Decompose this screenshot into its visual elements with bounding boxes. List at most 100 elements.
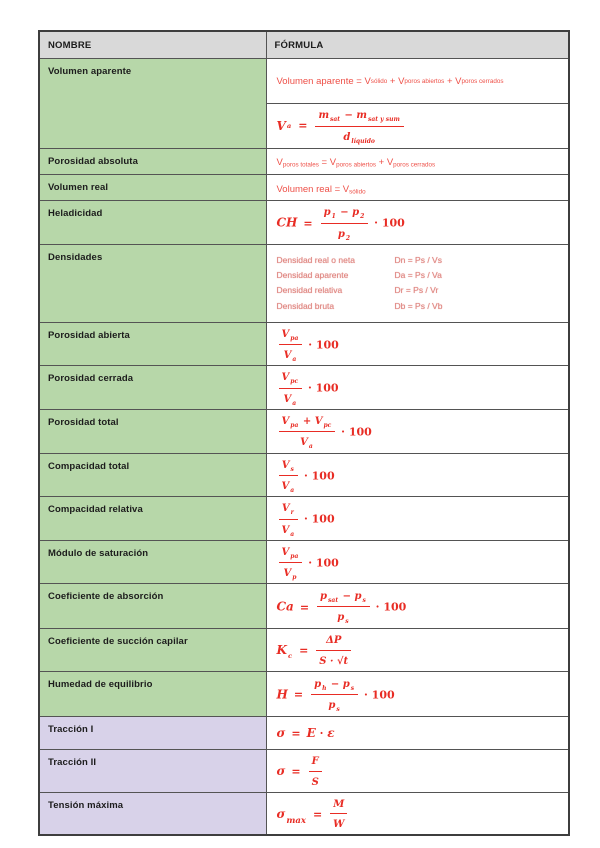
formula-token: s xyxy=(290,465,294,473)
density-line: Densidad bruta Db = Ps / Vb xyxy=(277,299,561,314)
density-label: Densidad relativa xyxy=(276,285,343,296)
fraction-numerator: ph − ps xyxy=(311,675,358,694)
formula-token: p xyxy=(337,228,345,240)
formula-token: H xyxy=(276,687,288,702)
table-row: Porosidad cerrada Vpc Va · 100 xyxy=(38,365,570,411)
formula-token: V xyxy=(281,328,290,340)
fraction: Vpa + Vpc Va xyxy=(278,412,336,451)
formula-token: · xyxy=(315,727,328,741)
table-row: Porosidad abierta Vpa Va · 100 xyxy=(38,321,570,367)
formula-token: M xyxy=(333,798,345,810)
formula-cell: Vporos totales = Vporos abiertos + Vporo… xyxy=(265,147,570,175)
formula-token: sat xyxy=(328,597,339,605)
fraction-denominator: S · √t xyxy=(316,650,352,669)
fraction-numerator: msat − msat y sum xyxy=(315,106,403,125)
density-equation: Dr = Ps / Vr xyxy=(394,285,439,296)
formula-token: V xyxy=(398,75,405,87)
fraction: msat − msat y sum dlíquido xyxy=(315,106,404,145)
formula-cell: σ = E · ε xyxy=(265,716,570,751)
table-row: Porosidad absoluta Vporos totales = Vporo… xyxy=(38,147,570,175)
formula-token: p xyxy=(323,207,331,219)
formula-token: poros cerrados xyxy=(461,77,504,85)
formula-token: Volumen real = xyxy=(276,183,343,195)
fraction: ph − ps ps xyxy=(311,675,359,714)
formula-token: s xyxy=(336,706,340,714)
density-equation: Dn = Ps / Vs xyxy=(394,254,442,265)
formula-token: sólido xyxy=(349,188,366,196)
formula-token: V xyxy=(281,524,290,536)
formula-token: V xyxy=(281,546,290,558)
formula-token: V xyxy=(276,157,283,169)
fraction: Vs Va xyxy=(278,456,299,495)
fraction-denominator: Va xyxy=(278,518,299,538)
formula-token: F xyxy=(311,756,319,768)
formula-token: d xyxy=(343,131,351,143)
formula-token: sat xyxy=(330,116,341,124)
table-row: Compacidad relativa Vr Va · 100 xyxy=(38,496,570,541)
formula-token: = xyxy=(291,765,301,779)
fraction: p1 − p2 p2 xyxy=(320,203,369,242)
header-row: NOMBRE FÓRMULA xyxy=(38,30,570,59)
formula-token: a xyxy=(292,399,297,407)
formula-token: max xyxy=(286,815,306,826)
formula-token: − xyxy=(336,207,353,219)
table-row: Volumen real Volumen real = Vsólido xyxy=(38,173,570,202)
name-cell: Tracción II xyxy=(38,749,267,793)
name-cell: Densidades xyxy=(38,243,267,323)
formula-token: líquido xyxy=(351,137,375,145)
formula-cell: Densidad real o neta Dn = Ps / Vs Densidad… xyxy=(265,243,570,323)
fraction-denominator: Va xyxy=(278,344,303,363)
density-label: Densidad bruta xyxy=(276,300,335,311)
name-cell: Tracción I xyxy=(38,716,267,751)
formula-token: m xyxy=(356,110,368,122)
formula-token: V xyxy=(300,437,308,449)
formula-token: 1 xyxy=(331,213,336,221)
fraction-denominator: ps xyxy=(311,694,359,714)
formula-token: a xyxy=(286,121,292,130)
formula-token: V xyxy=(281,416,290,428)
formula-token: poros abiertos xyxy=(336,161,376,169)
formula-token: p xyxy=(352,207,360,219)
fraction: Vpc Va xyxy=(278,368,303,407)
fraction: Vr Va xyxy=(278,499,299,538)
formula-token: V xyxy=(455,75,462,87)
formula-token: pc xyxy=(323,422,332,430)
formula-token: 2 xyxy=(345,234,351,242)
fraction-numerator: psat − ps xyxy=(317,587,370,606)
formula-token: sat y sum xyxy=(368,116,400,124)
formula-token: pa xyxy=(290,334,299,342)
name-cell: Módulo de saturación xyxy=(38,539,267,585)
table-row: Coeficiente de absorción Ca = psat − ps ps ·… xyxy=(38,583,570,630)
name-cell: Volumen aparente xyxy=(38,57,267,149)
formula-token: · 100 xyxy=(360,688,395,702)
name-cell: Porosidad total xyxy=(38,409,267,454)
table-row: Tensión máxima σmax = M W xyxy=(38,791,570,836)
name-cell: Heladicidad xyxy=(38,200,267,245)
formula-token: h xyxy=(322,684,327,692)
formula-cell: Kc = ΔP S · √t xyxy=(265,628,570,673)
formula-token: = xyxy=(303,216,313,230)
fraction-numerator: M xyxy=(330,795,347,814)
name-cell: Porosidad absoluta xyxy=(38,147,267,175)
formula-token: + xyxy=(387,75,399,87)
formula-token: m xyxy=(318,110,330,122)
formula-token: · 100 xyxy=(371,600,407,614)
formula-token: · 100 xyxy=(304,556,339,570)
formula-token: p xyxy=(328,700,336,712)
fraction-denominator: Va xyxy=(278,387,303,407)
formula-cell: σ = F S xyxy=(265,749,570,793)
formula-token: V xyxy=(281,372,290,384)
formula-token: sólido xyxy=(370,77,388,85)
formula-token: V xyxy=(386,157,394,169)
formula-token: Volumen aparente = xyxy=(276,75,365,87)
formula-token: V xyxy=(314,416,323,428)
formula-token: V xyxy=(281,480,290,492)
formula-token: c xyxy=(287,652,293,661)
name-cell: Compacidad total xyxy=(38,452,267,498)
formula-cell: Vpa Vp · 100 xyxy=(265,539,570,585)
fraction-denominator: Va xyxy=(278,474,299,494)
